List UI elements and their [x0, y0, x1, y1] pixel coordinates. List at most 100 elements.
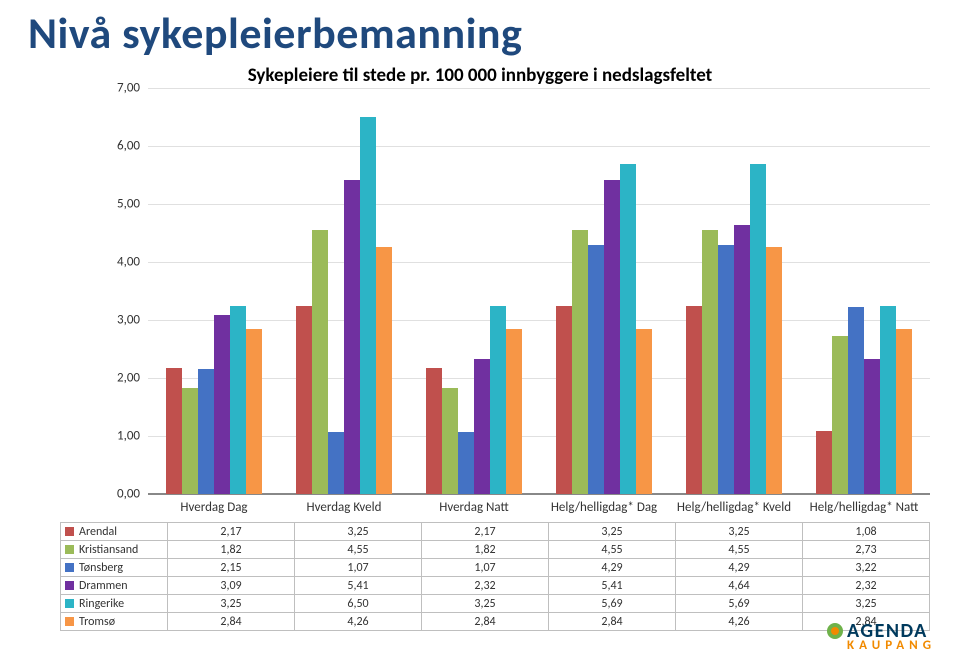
- table-cell: 3,22: [803, 559, 930, 577]
- gridline: [148, 320, 930, 321]
- category-label: Helg/helligdag* Kveld: [677, 500, 791, 515]
- table-cell: 4,26: [676, 613, 803, 631]
- y-tick-label: 5,00: [90, 197, 140, 212]
- bar: [734, 225, 750, 494]
- table-cell: 4,55: [549, 541, 676, 559]
- logo-dot-icon: [827, 623, 843, 639]
- category-label: Helg/helligdag* Dag: [551, 500, 657, 515]
- bar: [572, 230, 588, 494]
- legend-swatch: [65, 599, 74, 608]
- bar: [376, 247, 392, 494]
- bar: [312, 230, 328, 494]
- bar: [604, 180, 620, 494]
- gridline: [148, 436, 930, 437]
- table-cell: 4,29: [676, 559, 803, 577]
- table-cell: 2,32: [803, 577, 930, 595]
- table-cell: 5,69: [676, 595, 803, 613]
- legend-swatch: [65, 581, 74, 590]
- table-row: Kristiansand1,824,551,824,554,552,73: [61, 541, 930, 559]
- bar: [620, 164, 636, 494]
- bar: [426, 368, 442, 494]
- plot-area: 0,001,002,003,004,005,006,007,00: [148, 88, 930, 495]
- y-tick-label: 6,00: [90, 139, 140, 154]
- table-cell: 3,25: [295, 523, 422, 541]
- gridline: [148, 262, 930, 263]
- table-cell: 1,07: [422, 559, 549, 577]
- table-cell: 2,84: [422, 613, 549, 631]
- bar: [832, 336, 848, 494]
- category-label: Hverdag Kveld: [307, 500, 382, 515]
- table-cell: 3,25: [803, 595, 930, 613]
- bar: [766, 247, 782, 494]
- table-cell: 3,25: [422, 595, 549, 613]
- table-cell: 2,84: [549, 613, 676, 631]
- table-cell: 4,26: [295, 613, 422, 631]
- table-cell: 1,08: [803, 523, 930, 541]
- bar: [458, 432, 474, 494]
- gridline: [148, 146, 930, 147]
- bar: [344, 180, 360, 494]
- table-row: Drammen3,095,412,325,414,642,32: [61, 577, 930, 595]
- x-axis: [148, 493, 930, 494]
- legend-swatch: [65, 527, 74, 536]
- category-label: Helg/helligdag* Natt: [810, 500, 919, 515]
- table-cell: 2,32: [422, 577, 549, 595]
- category-label: Hverdag Natt: [439, 500, 509, 515]
- bar: [490, 306, 506, 495]
- table-cell: 5,41: [295, 577, 422, 595]
- series-label: Arendal: [61, 523, 168, 541]
- bar: [702, 230, 718, 494]
- table-cell: 4,64: [676, 577, 803, 595]
- table-cell: 4,55: [676, 541, 803, 559]
- table-cell: 3,09: [168, 577, 295, 595]
- bar: [750, 164, 766, 494]
- series-label: Ringerike: [61, 595, 168, 613]
- table-cell: 1,07: [295, 559, 422, 577]
- y-tick-label: 1,00: [90, 429, 140, 444]
- y-tick-label: 7,00: [90, 81, 140, 96]
- series-label: Drammen: [61, 577, 168, 595]
- table-row: Tromsø2,844,262,842,844,262,84: [61, 613, 930, 631]
- bar: [506, 329, 522, 494]
- page-title: Nivå sykepleierbemanning: [28, 6, 522, 60]
- agenda-kaupang-logo: AGENDA KAUPANG: [847, 621, 936, 652]
- legend-swatch: [65, 563, 74, 572]
- chart-subtitle: Sykepleiere til stede pr. 100 000 innbyg…: [0, 64, 960, 87]
- table-cell: 3,25: [168, 595, 295, 613]
- table-cell: 2,17: [422, 523, 549, 541]
- table-cell: 2,84: [168, 613, 295, 631]
- table-cell: 4,55: [295, 541, 422, 559]
- bar: [588, 245, 604, 494]
- bar: [556, 306, 572, 495]
- bar: [198, 369, 214, 494]
- series-label: Kristiansand: [61, 541, 168, 559]
- table-cell: 4,29: [549, 559, 676, 577]
- bar: [182, 388, 198, 494]
- table-cell: 5,69: [549, 595, 676, 613]
- bar: [686, 306, 702, 495]
- table-cell: 1,82: [422, 541, 549, 559]
- gridline: [148, 378, 930, 379]
- y-tick-label: 0,00: [90, 487, 140, 502]
- table-cell: 2,17: [168, 523, 295, 541]
- bar: [848, 307, 864, 494]
- series-label: Tønsberg: [61, 559, 168, 577]
- legend-swatch: [65, 617, 74, 626]
- gridline: [148, 88, 930, 89]
- legend-swatch: [65, 545, 74, 554]
- category-label: Hverdag Dag: [180, 500, 247, 515]
- bar: [360, 117, 376, 494]
- bar: [214, 315, 230, 494]
- gridline: [148, 204, 930, 205]
- bar: [230, 306, 246, 495]
- table-cell: 3,25: [549, 523, 676, 541]
- bar: [442, 388, 458, 494]
- bar: [166, 368, 182, 494]
- table-cell: 6,50: [295, 595, 422, 613]
- bar: [246, 329, 262, 494]
- bar-chart: 0,001,002,003,004,005,006,007,00 Hverdag…: [60, 88, 930, 552]
- y-tick-label: 4,00: [90, 255, 140, 270]
- table-row: Ringerike3,256,503,255,695,693,25: [61, 595, 930, 613]
- table-cell: 2,73: [803, 541, 930, 559]
- table-cell: 5,41: [549, 577, 676, 595]
